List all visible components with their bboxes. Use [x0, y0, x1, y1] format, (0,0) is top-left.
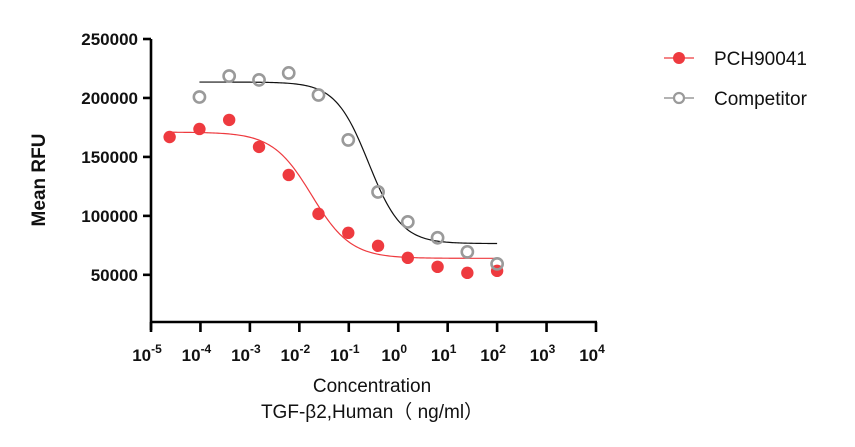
data-point-pch90041: [371, 239, 385, 253]
data-point-pch90041: [252, 140, 266, 154]
legend-marker-pch90041: [673, 52, 685, 64]
x-axis-label-units: TGF-β2,Human（ ng/ml）: [261, 401, 483, 423]
x-tick-label: 104: [579, 342, 605, 365]
data-point-pch90041: [461, 266, 474, 280]
y-tick-label: 100000: [81, 207, 138, 226]
y-tick-label: 50000: [91, 266, 138, 285]
data-point-competitor: [400, 214, 415, 229]
legend-item-pch90041: PCH90041: [664, 49, 807, 70]
data-point-pch90041: [193, 122, 206, 136]
x-tick-label: 101: [431, 342, 457, 365]
fit-curve-pch90041: [169, 131, 498, 259]
x-tick-label: 103: [530, 342, 556, 365]
legend-marker-competitor: [672, 91, 686, 105]
data-point-pch90041: [401, 251, 415, 265]
data-point-pch90041: [163, 130, 176, 144]
data-point-competitor: [371, 185, 385, 199]
x-tick-label: 10-4: [182, 342, 212, 365]
legend-label-pch90041: PCH90041: [714, 49, 807, 70]
data-point-competitor: [311, 88, 326, 102]
x-tick-label: 100: [381, 342, 407, 365]
y-tick-label: 200000: [81, 89, 138, 108]
data-point-competitor: [192, 90, 207, 104]
axes: 50000 100000 150000 200000 250000 10-5 10-4 10-…: [81, 30, 605, 365]
data-point-competitor: [460, 244, 475, 259]
y-axis-label: Mean RFU: [29, 134, 50, 227]
data-point-pch90041: [312, 207, 325, 221]
data-point-pch90041: [342, 226, 355, 240]
fit-curves: [169, 81, 498, 259]
data-point-competitor: [252, 73, 266, 87]
x-tick-label: 10-1: [330, 342, 360, 365]
legend: PCH90041 Competitor: [664, 49, 808, 110]
data-point-pch90041: [431, 260, 444, 274]
x-tick-label: 10-5: [132, 342, 162, 365]
data-point-competitor: [341, 133, 356, 147]
y-tick-label: 250000: [81, 30, 138, 49]
legend-item-competitor: Competitor: [664, 89, 808, 110]
data-point-competitor: [490, 256, 505, 271]
data-point-competitor: [281, 66, 296, 80]
legend-label-competitor: Competitor: [714, 89, 808, 110]
x-tick-label: 102: [480, 342, 506, 365]
data-point-competitor: [430, 230, 445, 245]
data-point-competitor: [222, 69, 237, 83]
x-tick-label: 10-2: [281, 342, 311, 365]
y-tick-label: 150000: [81, 148, 138, 167]
data-point-pch90041: [282, 168, 295, 182]
data-point-pch90041: [222, 113, 236, 127]
x-axis-label: Concentration: [313, 376, 431, 397]
fit-curve-competitor: [199, 81, 498, 245]
x-tick-label: 10-3: [231, 342, 261, 365]
data-points: [163, 66, 505, 280]
